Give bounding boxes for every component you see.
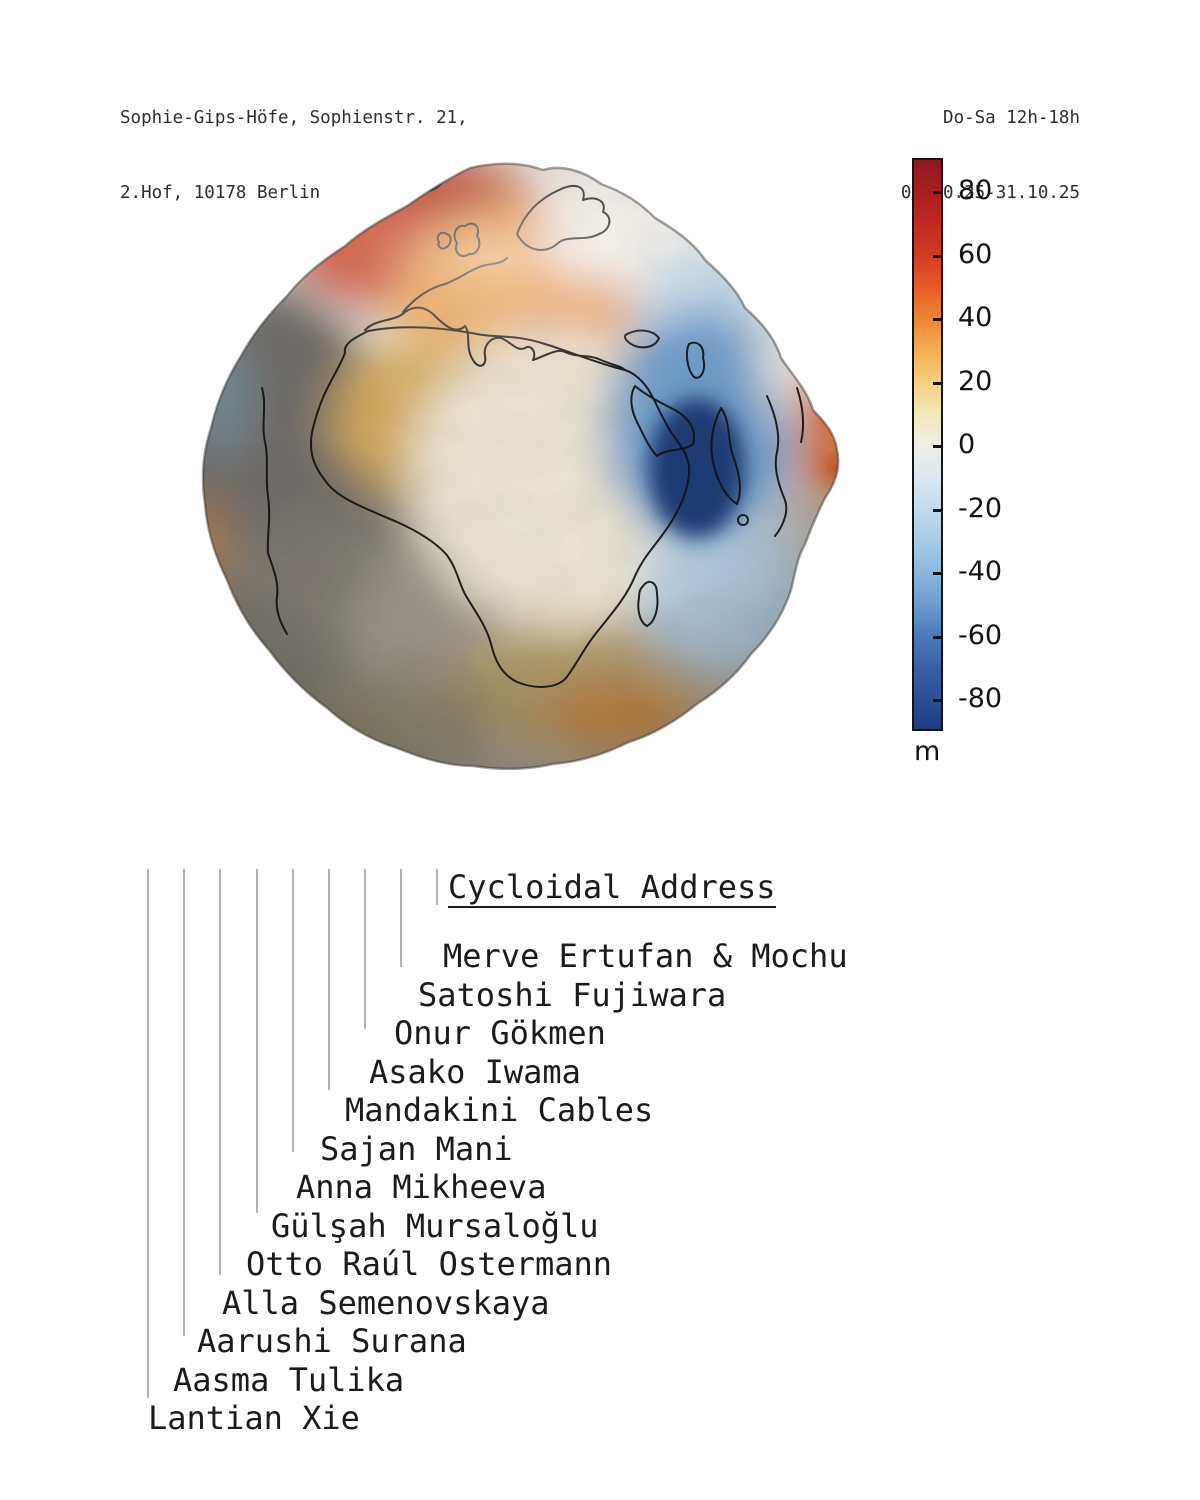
pendulum-line bbox=[256, 869, 258, 1213]
artist-name: Anna Mikheeva bbox=[296, 1168, 547, 1206]
exhibition-info: Do-Sa 12h-18h 03.10.25-31.10.25 bbox=[901, 56, 1080, 231]
artist-name: Satoshi Fujiwara bbox=[418, 976, 727, 1014]
artist-name: Merve Ertufan & Mochu bbox=[443, 937, 848, 975]
pendulum-line bbox=[219, 869, 221, 1275]
colorbar-tick bbox=[933, 636, 941, 639]
colorbar-tick bbox=[933, 382, 941, 385]
colorbar-tick bbox=[933, 699, 941, 702]
geoid-globe-svg bbox=[201, 162, 840, 771]
venue-address: Sophie-Gips-Höfe, Sophienstr. 21, 2.Hof,… bbox=[120, 56, 468, 231]
globe-rim bbox=[201, 162, 840, 771]
artist-name: Alla Semenovskaya bbox=[222, 1284, 550, 1322]
venue-address-line2: 2.Hof, 10178 Berlin bbox=[120, 183, 321, 203]
colorbar-tick bbox=[933, 191, 941, 194]
artist-name: Sajan Mani bbox=[320, 1130, 513, 1168]
colorbar-tick-label: 60 bbox=[958, 239, 993, 270]
pendulum-line bbox=[436, 869, 438, 905]
exhibition-dates: 03.10.25-31.10.25 bbox=[900, 183, 1080, 203]
artist-name: Gülşah Mursaloğlu bbox=[271, 1207, 599, 1245]
colorbar-tick-label: 0 bbox=[958, 429, 976, 460]
artist-name: Aasma Tulika bbox=[173, 1361, 405, 1399]
geoid-figure bbox=[165, 138, 875, 788]
pendulum-line bbox=[147, 869, 149, 1398]
colorbar-tick-label: -20 bbox=[958, 493, 1003, 524]
colorbar-tick bbox=[933, 255, 941, 258]
opening-hours: Do-Sa 12h-18h bbox=[943, 108, 1080, 128]
colorbar-tick-label: 40 bbox=[958, 302, 993, 333]
pendulum-line bbox=[400, 869, 402, 967]
artist-name: Mandakini Cables bbox=[345, 1091, 654, 1129]
pendulum-line bbox=[364, 869, 366, 1029]
colorbar-tick-label: -40 bbox=[958, 556, 1003, 587]
artist-name: Lantian Xie bbox=[148, 1399, 360, 1437]
colorbar-tick bbox=[933, 572, 941, 575]
artist-name: Aarushi Surana bbox=[197, 1322, 467, 1360]
artist-name: Otto Raúl Ostermann bbox=[246, 1245, 613, 1283]
exhibition-title: Cycloidal Address bbox=[448, 868, 776, 908]
colorbar-tick-label: 20 bbox=[958, 366, 993, 397]
pendulum-line bbox=[183, 869, 185, 1336]
colorbar bbox=[912, 158, 943, 731]
venue-address-line1: Sophie-Gips-Höfe, Sophienstr. 21, bbox=[120, 108, 468, 128]
pendulum-line bbox=[328, 869, 330, 1090]
colorbar-tick bbox=[933, 509, 941, 512]
colorbar-unit-label: m bbox=[914, 736, 941, 767]
colorbar-tick-label: -60 bbox=[958, 620, 1003, 651]
colorbar-tick bbox=[933, 318, 941, 321]
colorbar-tick-label: 80 bbox=[958, 175, 993, 206]
colorbar-tick-label: -80 bbox=[958, 683, 1003, 714]
artist-name: Onur Gökmen bbox=[394, 1014, 606, 1052]
pendulum-line bbox=[292, 869, 294, 1152]
colorbar-tick bbox=[933, 445, 941, 448]
artist-name: Asako Iwama bbox=[369, 1053, 581, 1091]
